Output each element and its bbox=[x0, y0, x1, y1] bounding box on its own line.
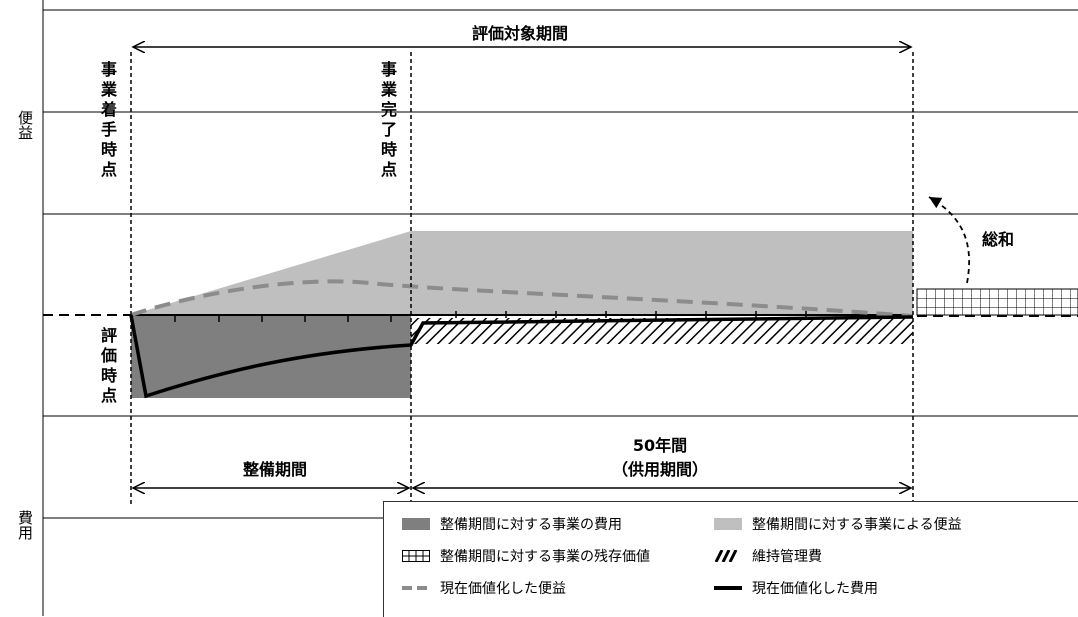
evaluation-period-label: 評価対象期間 bbox=[471, 24, 568, 43]
legend-label: 現在価値化した便益 bbox=[440, 581, 566, 597]
benefit-axis-label: 便益 bbox=[16, 110, 34, 140]
fifty-years-label: 50年間 bbox=[632, 436, 688, 455]
legend-label: 整備期間に対する事業の残存価値 bbox=[440, 549, 650, 565]
legend-label: 整備期間に対する事業による便益 bbox=[752, 517, 962, 533]
benefit-area bbox=[131, 231, 913, 315]
legend-label: 整備期間に対する事業の費用 bbox=[440, 517, 622, 533]
light-fill-swatch bbox=[714, 518, 742, 530]
legend-item-maintenance: 維持管理費 bbox=[714, 546, 822, 566]
legend-item-project-cost: 整備期間に対する事業の費用 bbox=[402, 514, 622, 534]
project-complete-label: 事業完了時点 bbox=[380, 60, 397, 179]
residual-value-area bbox=[916, 288, 1078, 316]
legend-item-pv-benefit: 現在価値化した便益 bbox=[402, 578, 566, 598]
pv-benefit-curve bbox=[130, 279, 914, 318]
service-period-label: （供用期間） bbox=[611, 460, 708, 479]
evaluation-point-label: 評価時点 bbox=[100, 326, 117, 405]
dashed-line-swatch bbox=[402, 586, 430, 590]
project-start-label: 事業着手時点 bbox=[100, 60, 117, 179]
cost-axis-label: 費用 bbox=[16, 510, 34, 540]
legend-item-residual-value: 整備期間に対する事業の残存価値 bbox=[402, 546, 650, 566]
maintenance-period-label: 整備期間 bbox=[242, 460, 307, 479]
hatch-fill-swatch bbox=[714, 550, 738, 562]
grid-fill-swatch bbox=[402, 550, 430, 562]
dark-fill-swatch bbox=[402, 518, 430, 530]
solid-line-swatch bbox=[714, 586, 742, 590]
legend-label: 現在価値化した費用 bbox=[752, 581, 878, 597]
legend-item-pv-cost: 現在価値化した費用 bbox=[714, 578, 878, 598]
cost-area bbox=[131, 315, 411, 398]
sum-arrow bbox=[928, 196, 971, 284]
sum-label: 総和 bbox=[981, 230, 1014, 249]
legend-item-project-benefit: 整備期間に対する事業による便益 bbox=[714, 514, 962, 534]
legend-label: 維持管理費 bbox=[752, 549, 822, 565]
legend: 整備期間に対する事業の費用 整備期間に対する事業による便益 整備期間に対する事業… bbox=[383, 501, 1078, 617]
pv-cost-curve bbox=[129, 314, 914, 399]
